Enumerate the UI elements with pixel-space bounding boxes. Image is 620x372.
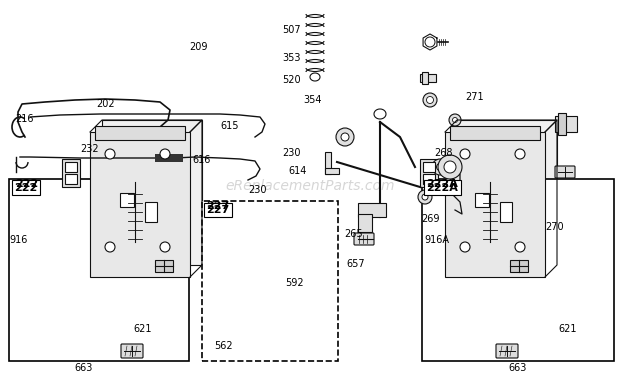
Circle shape bbox=[438, 155, 462, 179]
Bar bbox=[457, 120, 557, 265]
Text: 209: 209 bbox=[189, 42, 208, 51]
Text: 232: 232 bbox=[81, 144, 99, 154]
Circle shape bbox=[423, 93, 437, 107]
Bar bbox=[65, 162, 77, 172]
Circle shape bbox=[341, 133, 349, 141]
Text: 520: 520 bbox=[282, 75, 301, 85]
Text: 265: 265 bbox=[344, 230, 363, 239]
Circle shape bbox=[425, 37, 435, 47]
Bar bbox=[445, 132, 545, 277]
Circle shape bbox=[105, 149, 115, 159]
Bar bbox=[95, 126, 185, 140]
Circle shape bbox=[336, 128, 354, 146]
Circle shape bbox=[444, 161, 456, 173]
FancyBboxPatch shape bbox=[555, 166, 575, 178]
Bar bbox=[155, 154, 183, 162]
Bar bbox=[120, 193, 134, 207]
Circle shape bbox=[436, 164, 443, 170]
Circle shape bbox=[449, 114, 461, 126]
Bar bbox=[422, 72, 428, 84]
Bar bbox=[450, 126, 540, 140]
Text: 222: 222 bbox=[16, 179, 38, 189]
Bar bbox=[423, 174, 435, 184]
Circle shape bbox=[453, 118, 458, 122]
Bar bbox=[555, 116, 577, 132]
Text: 916A: 916A bbox=[425, 235, 450, 245]
Bar bbox=[558, 113, 566, 135]
Text: 216: 216 bbox=[16, 114, 34, 124]
Bar bbox=[420, 74, 436, 82]
Text: 270: 270 bbox=[546, 222, 564, 232]
Text: 230: 230 bbox=[282, 148, 301, 157]
Text: 269: 269 bbox=[422, 215, 440, 224]
Circle shape bbox=[160, 149, 170, 159]
FancyBboxPatch shape bbox=[354, 233, 374, 245]
Text: 227: 227 bbox=[206, 202, 229, 211]
Text: 354: 354 bbox=[304, 96, 322, 105]
Circle shape bbox=[515, 149, 525, 159]
Text: 621: 621 bbox=[133, 324, 152, 334]
Bar bbox=[423, 162, 435, 172]
Text: 507: 507 bbox=[282, 25, 301, 35]
Bar bbox=[358, 214, 372, 232]
Bar bbox=[65, 174, 77, 184]
Text: 663: 663 bbox=[508, 363, 527, 372]
Bar bbox=[475, 193, 489, 207]
Bar bbox=[202, 201, 338, 361]
Bar bbox=[145, 202, 157, 222]
Text: 222A: 222A bbox=[427, 183, 458, 193]
Text: 271: 271 bbox=[465, 92, 484, 102]
Text: 227: 227 bbox=[206, 205, 230, 215]
FancyBboxPatch shape bbox=[121, 344, 143, 358]
Bar bbox=[500, 202, 512, 222]
Circle shape bbox=[422, 194, 428, 200]
Text: 657: 657 bbox=[346, 259, 365, 269]
Text: 353: 353 bbox=[282, 53, 301, 62]
Circle shape bbox=[515, 242, 525, 252]
Bar bbox=[325, 168, 339, 174]
Text: 615: 615 bbox=[220, 122, 239, 131]
Bar bbox=[155, 260, 173, 272]
Circle shape bbox=[460, 149, 470, 159]
Bar bbox=[358, 203, 386, 217]
Text: 621: 621 bbox=[558, 324, 577, 334]
Bar bbox=[102, 120, 202, 265]
Text: 222: 222 bbox=[14, 183, 38, 193]
Bar bbox=[420, 159, 438, 187]
Text: 663: 663 bbox=[74, 363, 93, 372]
Text: 592: 592 bbox=[285, 278, 304, 288]
Text: 268: 268 bbox=[434, 148, 453, 157]
Text: eReplacementParts.com: eReplacementParts.com bbox=[225, 179, 395, 193]
Circle shape bbox=[105, 242, 115, 252]
Bar bbox=[9, 179, 189, 361]
FancyBboxPatch shape bbox=[496, 344, 518, 358]
Text: 222A: 222A bbox=[427, 179, 458, 189]
Text: 616: 616 bbox=[192, 155, 211, 165]
Circle shape bbox=[160, 242, 170, 252]
Text: 614: 614 bbox=[288, 166, 307, 176]
Bar bbox=[422, 179, 614, 361]
Circle shape bbox=[418, 190, 432, 204]
Text: 230: 230 bbox=[248, 185, 267, 195]
Text: 202: 202 bbox=[96, 99, 115, 109]
Bar bbox=[90, 132, 190, 277]
Circle shape bbox=[460, 242, 470, 252]
Bar bbox=[62, 159, 80, 187]
Circle shape bbox=[427, 96, 433, 103]
Bar bbox=[325, 152, 331, 174]
Text: 916: 916 bbox=[9, 235, 28, 245]
Bar bbox=[510, 260, 528, 272]
Circle shape bbox=[432, 159, 448, 175]
Text: 562: 562 bbox=[214, 341, 232, 351]
